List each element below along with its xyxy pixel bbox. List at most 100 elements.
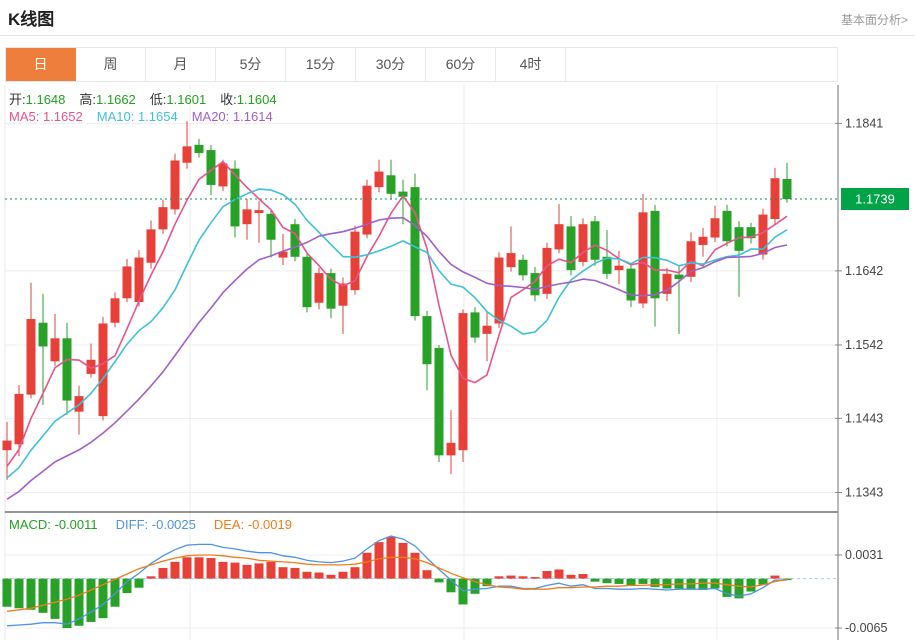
tab-interval-月[interactable]: 月 <box>146 48 216 81</box>
candle-body[interactable] <box>386 175 396 194</box>
candle-body[interactable] <box>38 322 48 347</box>
candle-body[interactable] <box>218 163 228 187</box>
candle-body[interactable] <box>482 325 492 334</box>
fundamental-analysis-link[interactable]: 基本面分析> <box>840 13 908 27</box>
candle-body[interactable] <box>374 171 384 188</box>
candle-body[interactable] <box>266 213 276 240</box>
candle-body[interactable] <box>578 224 588 262</box>
tab-interval-15分[interactable]: 15分 <box>286 48 356 81</box>
candle-body[interactable] <box>182 146 192 163</box>
macd-hist-bar <box>170 561 180 579</box>
candle-body[interactable] <box>338 283 348 306</box>
candle-body[interactable] <box>686 241 696 277</box>
macd-hist-bar <box>242 564 252 579</box>
candle-body[interactable] <box>470 312 480 338</box>
tab-interval-5分[interactable]: 5分 <box>216 48 286 81</box>
candle-body[interactable] <box>602 256 612 274</box>
tab-interval-周[interactable]: 周 <box>76 48 146 81</box>
candle-body[interactable] <box>530 273 540 296</box>
candle-body[interactable] <box>254 210 264 214</box>
macd-hist-bar <box>62 578 72 629</box>
macd-item: MACD: -0.0011 <box>9 517 98 532</box>
candle-body[interactable] <box>758 214 768 255</box>
candle-body[interactable] <box>722 210 732 242</box>
y-axis-label: 1.1343 <box>845 485 883 499</box>
candle-body[interactable] <box>314 273 324 303</box>
macd-hist-bar <box>314 572 324 579</box>
candle-body[interactable] <box>518 259 528 276</box>
candle-body[interactable] <box>50 338 60 362</box>
candle-body[interactable] <box>26 319 36 395</box>
diff-line <box>6 535 787 627</box>
candle-body[interactable] <box>110 298 120 323</box>
candle-body[interactable] <box>134 257 144 302</box>
macd-hist-bar <box>626 578 636 586</box>
candle-body[interactable] <box>494 257 504 324</box>
candle-body[interactable] <box>290 224 300 257</box>
macd-hist-bar <box>374 542 384 579</box>
candle-body[interactable] <box>98 323 108 417</box>
candle-body[interactable] <box>302 256 312 308</box>
candle-body[interactable] <box>590 221 600 260</box>
candle-body[interactable] <box>62 338 72 401</box>
candle-body[interactable] <box>566 226 576 271</box>
macd-label: MACD: <box>9 517 51 532</box>
tab-interval-4时[interactable]: 4时 <box>496 48 566 81</box>
candle-body[interactable] <box>86 359 96 374</box>
candle-body[interactable] <box>362 185 372 235</box>
macd-hist-bar <box>350 567 360 579</box>
candle-body[interactable] <box>614 265 624 271</box>
candle-body[interactable] <box>626 268 636 301</box>
candle-body[interactable] <box>14 393 24 445</box>
candle-body[interactable] <box>158 207 168 230</box>
kline-chart[interactable]: 1.1739 1.1841 1.1642 1.1542 1.1443 1.1343 0.00… <box>0 85 915 640</box>
open-item: 开:1.1648 <box>9 89 65 108</box>
candle-body[interactable] <box>746 227 756 239</box>
ma5-label: MA5: <box>9 109 40 124</box>
candle-body[interactable] <box>650 210 660 299</box>
candle-body[interactable] <box>194 144 204 154</box>
tab-interval-30分[interactable]: 30分 <box>356 48 426 81</box>
ma10-line <box>6 188 788 479</box>
tab-interval-60分[interactable]: 60分 <box>426 48 496 81</box>
candle-body[interactable] <box>554 224 564 250</box>
candle-body[interactable] <box>446 442 456 456</box>
candle-body[interactable] <box>506 253 516 268</box>
macd-hist-bar <box>398 542 408 579</box>
macd-hist-bar <box>290 567 300 579</box>
candle-body[interactable] <box>242 209 252 225</box>
macd-hist-bar <box>266 561 276 579</box>
candle-body[interactable] <box>350 231 360 291</box>
ma20-item: MA20: 1.1614 <box>192 109 273 124</box>
candle-body[interactable] <box>434 347 444 456</box>
candle-body[interactable] <box>170 160 180 210</box>
low-label: 低: <box>149 92 167 107</box>
macd-hist-bar <box>566 574 576 579</box>
candle-body[interactable] <box>278 251 288 258</box>
macd-hist-bar <box>758 578 768 585</box>
candle-body[interactable] <box>398 191 408 197</box>
candle-body[interactable] <box>782 178 792 199</box>
candle-body[interactable] <box>542 247 552 294</box>
tab-interval-日[interactable]: 日 <box>6 48 76 81</box>
candle-body[interactable] <box>122 266 132 299</box>
ma5-value: 1.1652 <box>42 109 83 124</box>
candle-body[interactable] <box>410 187 420 317</box>
candle-body[interactable] <box>326 273 336 309</box>
candle-body[interactable] <box>230 168 240 227</box>
candle-body[interactable] <box>422 316 432 365</box>
macd-hist-bar <box>530 577 540 579</box>
candle-body[interactable] <box>146 229 156 263</box>
candle-body[interactable] <box>2 440 12 451</box>
candle-body[interactable] <box>710 218 720 238</box>
diff-value: -0.0025 <box>151 517 196 532</box>
candle-body[interactable] <box>734 227 744 251</box>
candle-body[interactable] <box>698 236 708 245</box>
candle-body[interactable] <box>674 274 684 280</box>
macd-hist-bar <box>74 578 84 626</box>
candle-body[interactable] <box>206 150 216 185</box>
candle-body[interactable] <box>662 273 672 294</box>
macd-axis-label: 0.0031 <box>845 548 883 562</box>
candle-body[interactable] <box>458 313 468 451</box>
